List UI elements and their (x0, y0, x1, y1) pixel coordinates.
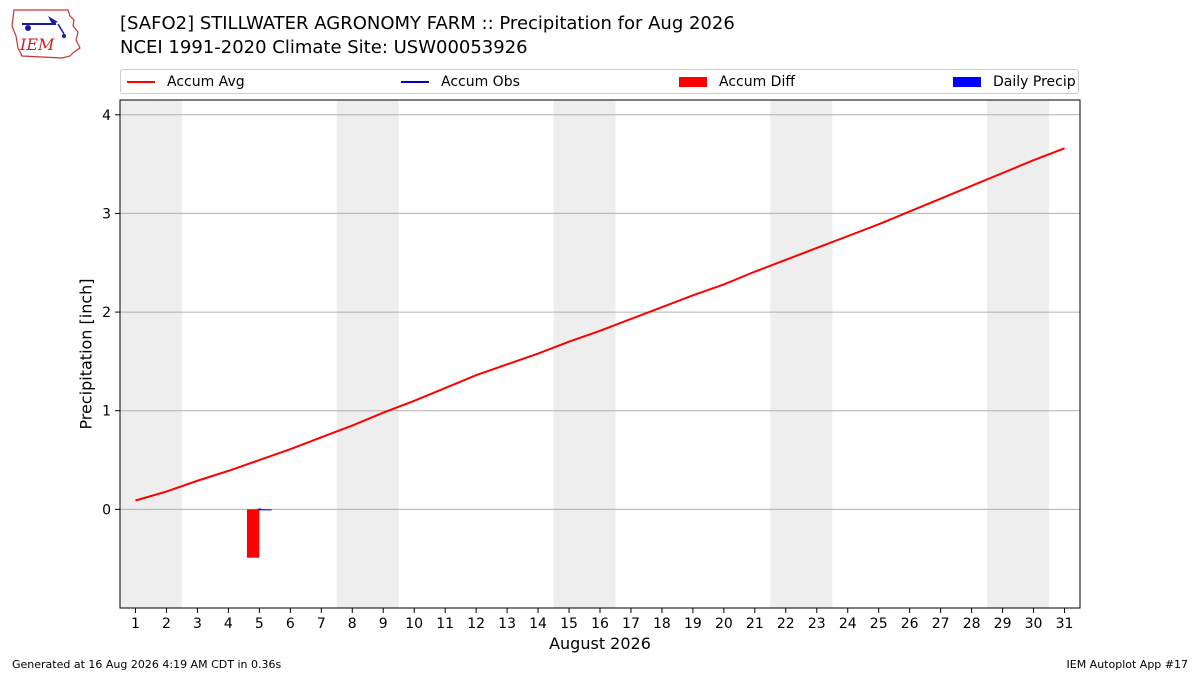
x-tick-label-12: 12 (467, 616, 485, 632)
generated-timestamp: Generated at 16 Aug 2026 4:19 AM CDT in … (12, 658, 282, 671)
daily-precip-bar-0 (259, 509, 272, 511)
legend-label-accum-avg: Accum Avg (167, 73, 245, 90)
x-tick-label-26: 26 (901, 616, 919, 632)
x-tick-label-9: 9 (379, 616, 388, 632)
legend-label-accum-obs: Accum Obs (441, 73, 520, 90)
y-tick-label-2: 2 (102, 305, 111, 321)
legend-item-accum-avg: Accum Avg (127, 70, 245, 93)
legend-item-accum-diff: Accum Diff (679, 70, 795, 93)
x-tick-label-6: 6 (286, 616, 295, 632)
accum-avg-line (135, 147, 1065, 502)
weekend-band-2 (553, 100, 616, 608)
legend-swatch-daily-precip (953, 76, 981, 87)
x-tick-label-17: 17 (622, 616, 640, 632)
y-axis-label: Precipitation [inch] (76, 278, 96, 430)
x-tick-label-23: 23 (808, 616, 826, 632)
x-tick-label-8: 8 (348, 616, 357, 632)
y-tick-label-3: 3 (102, 206, 111, 222)
x-tick-label-5: 5 (255, 616, 264, 632)
chart-title: [SAFO2] STILLWATER AGRONOMY FARM :: Prec… (120, 13, 735, 34)
x-tick-label-14: 14 (529, 616, 547, 632)
x-tick-label-19: 19 (684, 616, 702, 632)
x-tick-label-28: 28 (963, 616, 981, 632)
legend-swatch-accum-obs (401, 80, 429, 83)
x-tick-label-25: 25 (870, 616, 888, 632)
legend-item-daily-precip: Daily Precip (953, 70, 1076, 93)
x-tick-label-21: 21 (746, 616, 764, 632)
logo-text: IEM (19, 35, 55, 54)
y-tick-label-1: 1 (102, 404, 111, 420)
legend-swatch-accum-diff (679, 76, 707, 87)
weekend-band-0 (120, 100, 182, 608)
x-tick-label-7: 7 (317, 616, 326, 632)
x-tick-label-20: 20 (715, 616, 733, 632)
chart-subtitle: NCEI 1991-2020 Climate Site: USW00053926 (120, 37, 528, 58)
x-tick-label-10: 10 (405, 616, 423, 632)
x-tick-label-22: 22 (777, 616, 795, 632)
app-credit: IEM Autoplot App #17 (1066, 658, 1189, 671)
x-axis-label: August 2026 (549, 634, 651, 653)
x-tick-label-3: 3 (193, 616, 202, 632)
x-tick-label-13: 13 (498, 616, 516, 632)
iem-logo: IEM (11, 9, 81, 59)
legend: Accum Avg Accum Obs Accum Diff Daily Pre… (120, 69, 1079, 94)
x-tick-label-16: 16 (591, 616, 609, 632)
legend-swatch-accum-avg (127, 80, 155, 83)
y-tick-label-0: 0 (102, 502, 111, 518)
x-tick-label-27: 27 (932, 616, 950, 632)
legend-label-daily-precip: Daily Precip (993, 73, 1076, 90)
x-tick-label-4: 4 (224, 616, 233, 632)
x-tick-label-29: 29 (994, 616, 1012, 632)
weekend-band-1 (336, 100, 399, 608)
weekend-band-3 (770, 100, 833, 608)
x-tick-label-11: 11 (436, 616, 454, 632)
weekend-band-4 (987, 100, 1050, 608)
x-tick-label-24: 24 (839, 616, 857, 632)
accum-diff-bar-0 (246, 509, 260, 558)
x-tick-label-30: 30 (1025, 616, 1043, 632)
legend-item-accum-obs: Accum Obs (401, 70, 520, 93)
x-tick-label-18: 18 (653, 616, 671, 632)
x-tick-label-31: 31 (1056, 616, 1074, 632)
x-tick-label-1: 1 (131, 616, 140, 632)
x-tick-label-2: 2 (162, 616, 171, 632)
x-tick-label-15: 15 (560, 616, 578, 632)
y-tick-label-4: 4 (102, 108, 111, 124)
legend-label-accum-diff: Accum Diff (719, 73, 796, 90)
